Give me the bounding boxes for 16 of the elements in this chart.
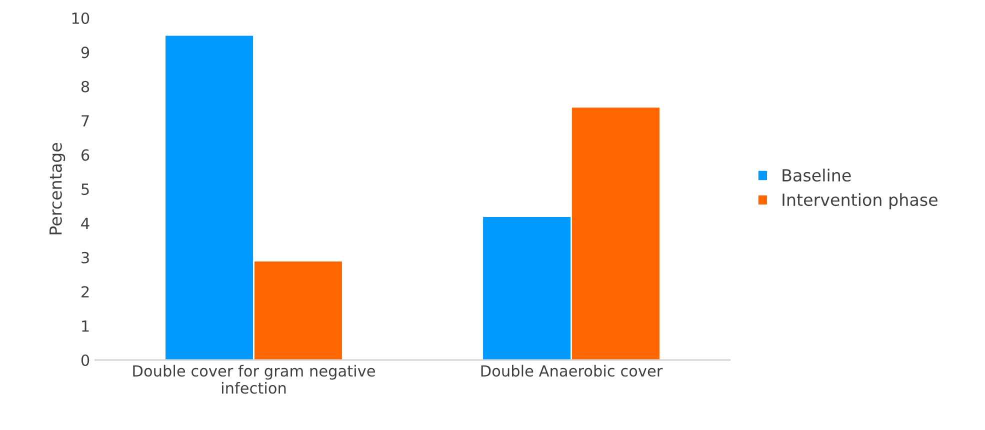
y-axis-title: Percentage xyxy=(50,143,66,234)
y-tick-label: 3 xyxy=(82,252,89,264)
y-tick-label: 2 xyxy=(82,286,89,298)
y-tick-label: 0 xyxy=(81,354,90,366)
x-tick-label: Double Anaerobic cover xyxy=(481,364,663,377)
y-tick-label: 9 xyxy=(81,46,90,58)
legend-label: Baseline xyxy=(782,168,851,182)
y-tick-label: 10 xyxy=(72,12,90,24)
y-tick-label: 7 xyxy=(82,115,89,126)
y-tick-label: 5 xyxy=(82,184,89,196)
y-tick-label: 6 xyxy=(81,149,90,161)
y-tick-label: 8 xyxy=(81,80,90,92)
y-tick-label: 4 xyxy=(81,218,90,230)
y-tick-label: 1 xyxy=(82,320,89,332)
x-tick-label: Double cover for gram negative infection xyxy=(133,364,375,394)
legend-label: Intervention phase xyxy=(782,193,938,210)
